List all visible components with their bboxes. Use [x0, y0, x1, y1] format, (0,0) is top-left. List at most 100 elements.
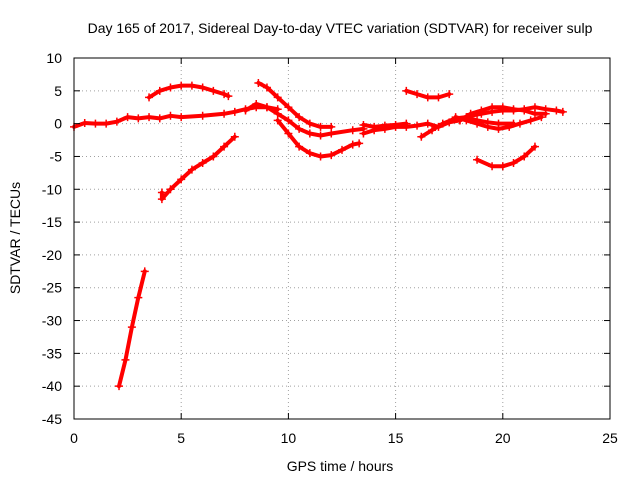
data-point: [262, 103, 271, 112]
data-point: [220, 109, 229, 118]
data-point: [541, 109, 550, 118]
x-tick-label: 0: [70, 430, 78, 446]
data-point: [230, 132, 239, 141]
data-point: [166, 83, 175, 92]
series-arc-13: [475, 144, 537, 169]
data-point: [477, 106, 486, 115]
data-point: [241, 106, 250, 115]
data-point: [423, 93, 432, 102]
y-tick-label: -25: [42, 280, 62, 296]
data-point: [355, 139, 364, 148]
data-point: [434, 93, 443, 102]
data-point: [438, 119, 447, 128]
data-point: [273, 116, 282, 125]
axis-ticks: 0 5 10 15 20 25 -45 -40 -35 -30 -25 -20 -15 -10 -5 0 5 10: [42, 50, 618, 446]
data-point: [220, 90, 229, 99]
data-point: [466, 109, 475, 118]
y-tick-label: -5: [50, 148, 63, 164]
data-point: [177, 81, 186, 90]
data-point: [338, 145, 346, 154]
data-point: [402, 86, 411, 95]
data-point: [505, 122, 514, 131]
y-tick-label: -40: [42, 378, 62, 394]
data-point: [488, 103, 497, 112]
data-point: [91, 119, 100, 128]
data-point: [515, 119, 524, 128]
data-point: [123, 113, 132, 122]
data-point: [451, 113, 460, 122]
y-tick-label: -15: [42, 214, 62, 230]
y-tick-label: -30: [42, 313, 62, 329]
data-point: [473, 155, 482, 164]
data-point: [380, 121, 389, 130]
data-point: [473, 119, 482, 128]
data-point: [166, 111, 175, 120]
plot-area: [70, 78, 567, 391]
data-point: [127, 323, 136, 332]
data-point: [526, 116, 535, 125]
data-point: [262, 83, 271, 92]
x-tick-label: 5: [177, 430, 185, 446]
data-point: [252, 99, 261, 108]
data-point: [552, 106, 561, 115]
data-point: [348, 140, 357, 149]
data-point: [155, 114, 164, 123]
data-point: [537, 113, 546, 122]
y-tick-label: 5: [54, 83, 62, 99]
data-point: [327, 122, 336, 131]
data-point: [520, 152, 529, 161]
data-point: [413, 121, 422, 130]
data-point: [413, 90, 422, 99]
data-point: [530, 142, 539, 151]
data-point: [284, 103, 293, 112]
data-point: [402, 119, 411, 128]
series-arc-6: [256, 80, 334, 129]
data-point: [198, 83, 207, 92]
data-point: [359, 129, 368, 138]
data-point: [423, 119, 432, 128]
data-point: [316, 131, 325, 140]
y-tick-label: -45: [42, 411, 62, 427]
data-point: [520, 106, 529, 115]
data-point: [121, 355, 130, 364]
data-point: [498, 162, 507, 171]
data-point: [177, 175, 186, 184]
plot-frame: [73, 57, 611, 420]
data-point: [115, 382, 124, 391]
y-tick-label: 10: [46, 50, 62, 66]
data-point: [224, 92, 233, 101]
data-point: [273, 93, 282, 102]
data-point: [305, 119, 314, 128]
data-point: [134, 114, 143, 123]
y-tick-label: -10: [42, 181, 62, 197]
data-point: [305, 129, 314, 138]
data-point: [462, 116, 471, 125]
data-point: [284, 129, 293, 138]
data-point: [187, 81, 196, 90]
data-point: [157, 195, 166, 204]
x-tick-label: 15: [388, 430, 404, 446]
x-axis-label: GPS time / hours: [287, 458, 394, 474]
grid: [74, 58, 610, 419]
data-point: [295, 124, 304, 133]
x-tick-label: 20: [495, 430, 511, 446]
data-point: [112, 117, 121, 126]
x-tick-label: 25: [602, 430, 618, 446]
y-tick-label: -20: [42, 247, 62, 263]
data-point: [80, 118, 89, 127]
data-point: [483, 122, 492, 131]
data-point: [155, 86, 164, 95]
data-point: [284, 116, 293, 125]
data-point: [145, 93, 154, 102]
data-point: [220, 142, 229, 151]
data-point: [295, 113, 304, 122]
data-point: [558, 107, 567, 116]
data-point: [509, 105, 518, 114]
data-point: [187, 165, 196, 174]
data-point: [295, 142, 304, 151]
data-point: [494, 124, 503, 133]
data-point: [145, 113, 154, 122]
data-point: [305, 149, 314, 158]
data-point: [177, 113, 186, 122]
